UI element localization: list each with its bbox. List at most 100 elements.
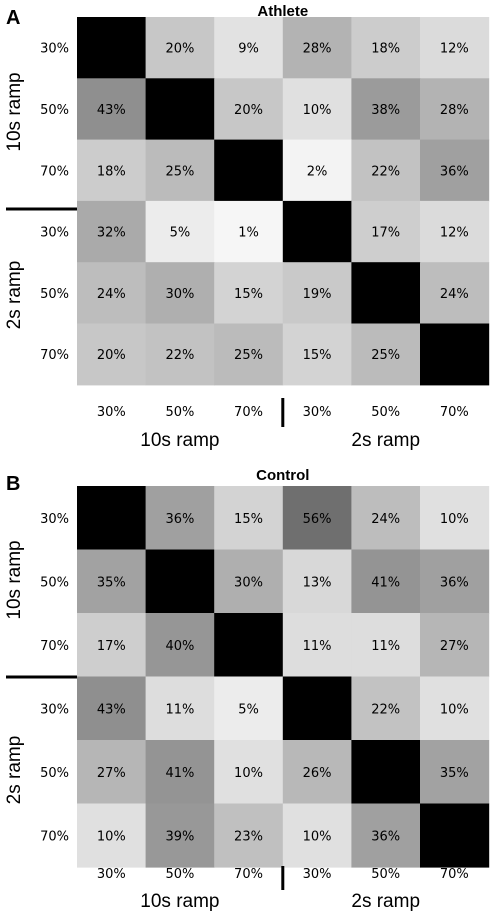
panel-b-diagonal-cell <box>282 676 352 741</box>
panel-a-y-tick-label: 50% <box>40 287 69 302</box>
panel-b-cell-label: 36% <box>371 829 400 844</box>
panel-b-cell-label: 41% <box>371 575 400 590</box>
panel-b-x-tick-label: 30% <box>303 867 332 882</box>
panel-b-x-group-label: 10s ramp <box>140 891 219 912</box>
panel-b-x-tick-label: 50% <box>165 867 194 882</box>
panel-b-cell-label: 11% <box>371 639 400 654</box>
panel-a-cell-label: 17% <box>371 226 400 241</box>
panel-b-x-group-label: 2s ramp <box>351 891 420 912</box>
panel-a-diagonal-cell <box>282 200 352 263</box>
panel-a-cell <box>145 262 215 325</box>
panel-a-cell-label: 19% <box>303 287 332 302</box>
panel-b-cell <box>351 676 421 741</box>
panel-a-cell <box>282 139 352 202</box>
panel-b-cell <box>145 676 215 741</box>
panel-b-cell <box>282 740 352 805</box>
panel-a-y-tick-label: 50% <box>40 103 69 118</box>
panel-b-y-tick-label: 50% <box>40 766 69 781</box>
panel-b-cell-label: 10% <box>97 829 126 844</box>
panel-b-diagonal-cell <box>214 613 284 678</box>
panel-b-cell-label: 13% <box>303 575 332 590</box>
panel-a: A Athlete 20% 9% 28% 18% 12% 43% 20% 10% 38% 28% 18%… <box>4 3 490 451</box>
panel-a-cell <box>282 17 352 79</box>
panel-b-cell-label: 24% <box>371 512 400 527</box>
panel-a-cell <box>351 323 421 386</box>
panel-b-y-group-label: 10s ramp <box>4 540 25 619</box>
panel-a-diagonal-cell <box>351 262 421 325</box>
panel-b-diagonal-cell <box>420 803 490 868</box>
panel-a-cell <box>214 262 284 325</box>
panel-b-cell-label: 5% <box>238 702 259 717</box>
panel-a-cell <box>145 139 215 202</box>
panel-b-cell-label: 35% <box>440 766 469 781</box>
panel-b-cell <box>214 486 284 551</box>
panel-a-x-tick-label: 50% <box>165 405 194 420</box>
panel-b-cell-label: 56% <box>303 512 332 527</box>
panel-a-cell-label: 20% <box>165 42 194 57</box>
panel-a-cell <box>214 17 284 79</box>
panel-b-cell-label: 30% <box>234 575 263 590</box>
panel-b-cell <box>282 803 352 868</box>
panel-b-x-tick-label: 70% <box>440 867 469 882</box>
panel-a-cell <box>145 200 215 263</box>
panel-b-cell <box>420 676 490 741</box>
panel-b-y-tick-label: 70% <box>40 639 69 654</box>
panel-b: B Control 36% 15% 56% 24% 10% 35% 30% 13% 41% 36% 17… <box>4 467 490 912</box>
panel-b-cell-label: 10% <box>440 702 469 717</box>
panel-b-cell-label: 10% <box>234 766 263 781</box>
panel-a-diagonal-cell <box>145 78 215 141</box>
panel-a-cell <box>214 78 284 141</box>
panel-a-cell-label: 1% <box>238 226 259 241</box>
panel-a-y-tick-label: 70% <box>40 348 69 363</box>
panel-a-cell-label: 18% <box>97 164 126 179</box>
panel-b-cell-label: 36% <box>440 575 469 590</box>
panel-a-cell-label: 9% <box>238 42 259 57</box>
panel-a-cell-label: 25% <box>165 164 194 179</box>
panel-b-x-tick-label: 70% <box>234 867 263 882</box>
panel-a-cell <box>214 200 284 263</box>
panel-b-cell-label: 10% <box>440 512 469 527</box>
panel-a-cell <box>77 323 147 386</box>
panel-b-cell-label: 39% <box>165 829 194 844</box>
panel-a-diagonal-cell <box>77 17 147 79</box>
panel-b-x-tick-label: 50% <box>371 867 400 882</box>
panel-a-cell-label: 22% <box>165 348 194 363</box>
panel-b-diagonal-cell <box>77 486 147 551</box>
panel-b-cell-label: 35% <box>97 575 126 590</box>
panel-b-y-tick-label: 70% <box>40 829 69 844</box>
panel-a-cell <box>77 78 147 141</box>
panel-b-cell-label: 36% <box>165 512 194 527</box>
panel-b-cell <box>420 549 490 614</box>
panel-b-cell-label: 26% <box>303 766 332 781</box>
panel-a-cell-label: 28% <box>440 103 469 118</box>
panel-b-cell <box>214 803 284 868</box>
panel-b-cell-label: 27% <box>97 766 126 781</box>
panel-a-y-group-label: 10s ramp <box>4 72 25 151</box>
panel-b-cell-label: 11% <box>303 639 332 654</box>
panel-a-x-tick-label: 70% <box>440 405 469 420</box>
panel-b-cell <box>77 613 147 678</box>
panel-a-cell-label: 20% <box>234 103 263 118</box>
panel-a-cell <box>351 139 421 202</box>
panel-a-cell-label: 30% <box>165 287 194 302</box>
panel-a-cell <box>420 78 490 141</box>
panel-a-y-tick-label: 30% <box>40 226 69 241</box>
panel-a-cell-label: 38% <box>371 103 400 118</box>
panel-a-cell-label: 25% <box>371 348 400 363</box>
panel-b-cell-label: 23% <box>234 829 263 844</box>
panel-a-diagonal-cell <box>214 139 284 202</box>
panel-b-cell <box>420 740 490 805</box>
panel-a-cell-label: 43% <box>97 103 126 118</box>
panel-a-diagonal-cell <box>420 323 490 386</box>
panel-b-cell <box>145 740 215 805</box>
panel-a-cell-label: 5% <box>170 226 191 241</box>
panel-a-y-tick-label: 30% <box>40 42 69 57</box>
panel-a-cell-label: 22% <box>371 164 400 179</box>
panel-b-y-group-label: 2s ramp <box>4 736 25 805</box>
panel-b-cell <box>77 549 147 614</box>
panel-b-letter: B <box>6 473 20 495</box>
panel-b-cell-label: 22% <box>371 702 400 717</box>
panel-a-cell <box>77 200 147 263</box>
panel-a-cell-label: 36% <box>440 164 469 179</box>
